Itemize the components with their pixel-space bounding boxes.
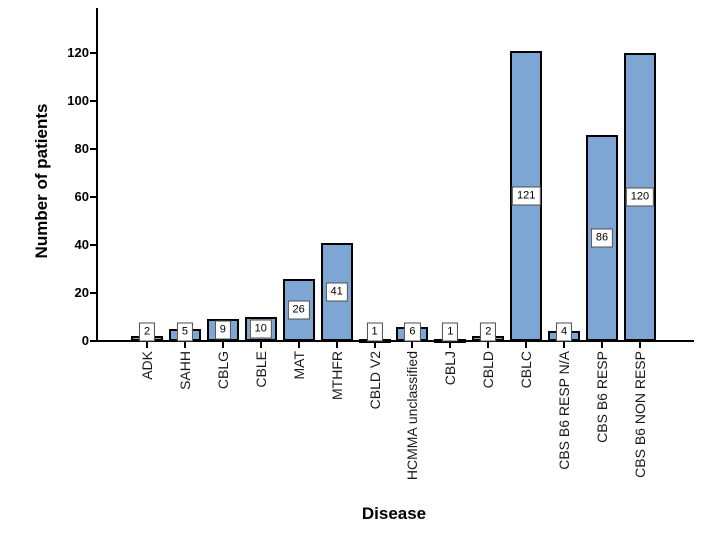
y-tick-mark (90, 196, 96, 198)
bar-value-label: 10 (249, 319, 272, 339)
x-tick-label: MTHFR (328, 351, 345, 400)
y-axis-line (95, 8, 98, 342)
x-tick-mark (563, 341, 566, 348)
bar-value-label: 86 (590, 228, 614, 248)
x-tick-mark (487, 341, 490, 348)
x-tick-label: HCMMA unclassified (404, 351, 421, 481)
x-tick-mark (183, 341, 186, 348)
y-tick-mark (90, 292, 96, 294)
bar-value-label: 41 (325, 282, 348, 302)
y-tick-mark (90, 340, 96, 342)
bar-value-label: 121 (512, 186, 541, 206)
bar-value-label: 2 (138, 322, 156, 341)
x-tick-label: CBLG (214, 351, 231, 390)
x-tick-label: MAT (290, 351, 307, 380)
x-tick-mark (449, 341, 452, 348)
x-tick-label: SAHH (176, 351, 193, 390)
y-tick-label: 40 (74, 237, 89, 252)
x-tick-mark (146, 341, 148, 348)
x-tick-label: CBLC (518, 351, 535, 389)
x-axis-title: Disease (361, 504, 427, 523)
bar-value-label: 9 (214, 320, 231, 340)
x-tick-mark (373, 341, 376, 348)
y-tick-label: 60 (74, 189, 89, 204)
bar-value-label: 4 (556, 322, 573, 341)
bar-value-label: 5 (176, 322, 193, 341)
y-tick-label: 80 (74, 141, 89, 156)
x-tick-mark (297, 341, 300, 348)
bar-value-label: 26 (287, 300, 310, 320)
x-tick-mark (601, 341, 604, 348)
x-tick-label: ADK (139, 351, 155, 380)
y-tick-mark (90, 100, 96, 102)
x-tick-label: CBLD (480, 351, 497, 389)
y-tick-label: 0 (81, 333, 89, 348)
y-axis-title: Number of patients (32, 103, 51, 259)
bar-value-label: 2 (480, 322, 497, 341)
x-tick-mark (335, 341, 338, 348)
x-tick-label: CBLJ (442, 351, 459, 386)
y-tick-label: 100 (67, 93, 89, 108)
x-tick-mark (221, 341, 224, 348)
x-tick-label: CBLE (252, 351, 269, 388)
bar-value-label: 120 (625, 187, 655, 207)
bar-value-label: 1 (366, 322, 383, 341)
bar-value-label: 1 (442, 322, 459, 341)
y-tick-label: 120 (67, 45, 89, 60)
y-tick-mark (90, 244, 96, 246)
bar-value-label: 6 (404, 322, 421, 341)
x-tick-label: CBS B6 RESP (594, 351, 611, 443)
x-tick-mark (525, 341, 528, 348)
x-tick-label: CBS B6 RESP N/A (556, 351, 573, 470)
x-tick-label: CBLD V2 (366, 351, 383, 410)
x-tick-mark (259, 341, 262, 348)
x-axis-line (95, 339, 694, 342)
x-tick-mark (638, 341, 641, 348)
y-tick-mark (90, 52, 96, 54)
x-tick-label: CBS B6 NON RESP (631, 351, 648, 478)
y-tick-label: 20 (74, 285, 89, 300)
y-tick-mark (90, 148, 96, 150)
x-tick-mark (411, 341, 414, 348)
